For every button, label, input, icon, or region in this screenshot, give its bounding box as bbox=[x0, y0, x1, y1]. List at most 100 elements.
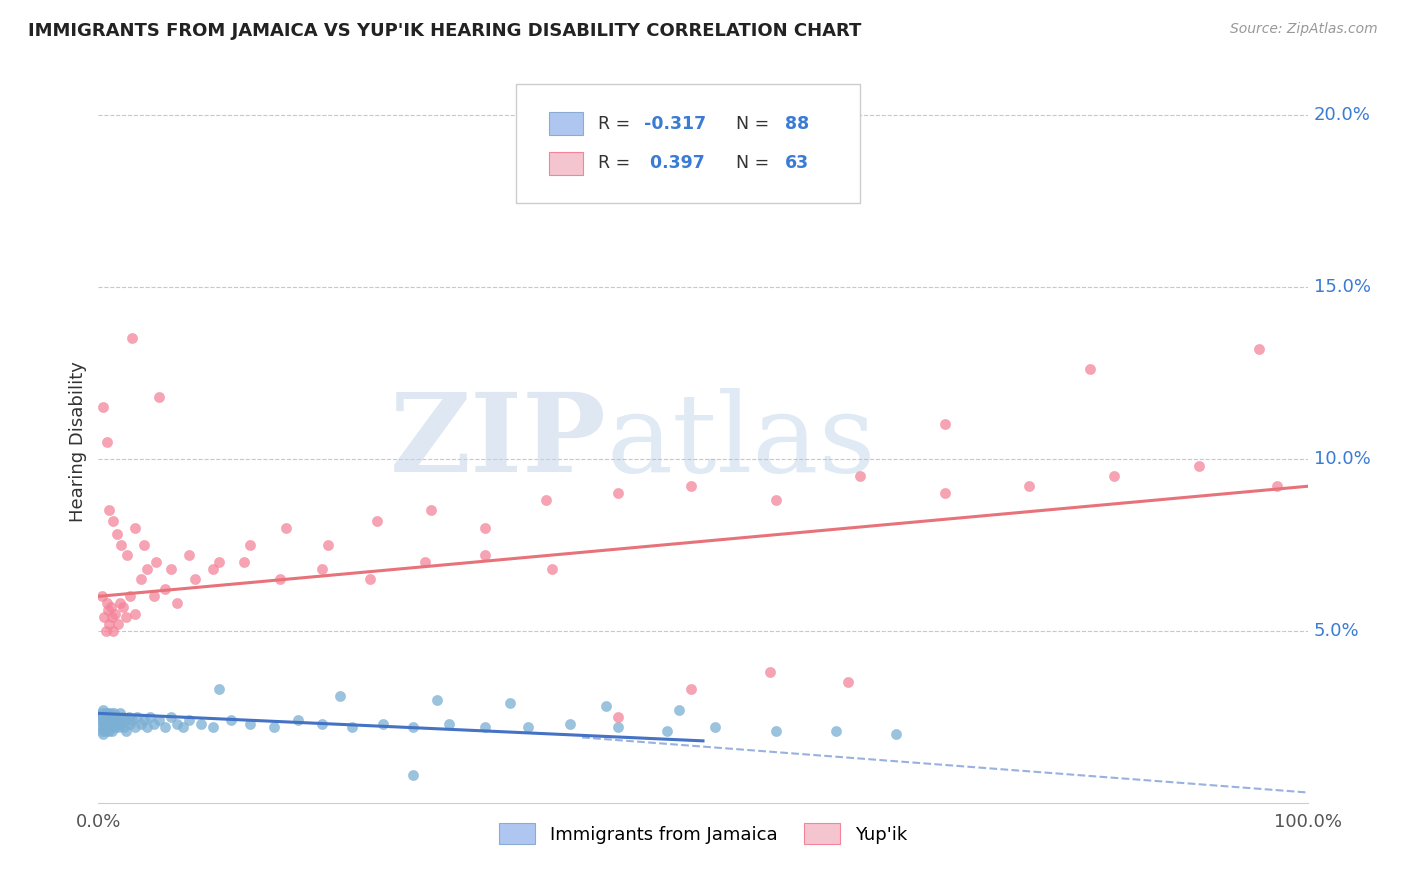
Point bbox=[540, 562, 562, 576]
Point bbox=[129, 716, 152, 731]
Point bbox=[112, 720, 135, 734]
Point bbox=[311, 716, 333, 731]
Point bbox=[94, 716, 117, 731]
Point bbox=[402, 768, 425, 782]
Point bbox=[121, 331, 143, 345]
Point bbox=[145, 555, 167, 569]
Point bbox=[153, 720, 176, 734]
Legend: Immigrants from Jamaica, Yup'ik: Immigrants from Jamaica, Yup'ik bbox=[492, 816, 914, 852]
Point bbox=[190, 716, 212, 731]
Point bbox=[114, 713, 136, 727]
Text: Source: ZipAtlas.com: Source: ZipAtlas.com bbox=[1230, 22, 1378, 37]
Point bbox=[342, 720, 364, 734]
Point bbox=[534, 493, 557, 508]
Point bbox=[371, 716, 394, 731]
Text: 20.0%: 20.0% bbox=[1313, 105, 1371, 124]
Point bbox=[118, 710, 141, 724]
Point bbox=[287, 713, 309, 727]
Point bbox=[184, 572, 207, 586]
Point bbox=[232, 555, 254, 569]
Point bbox=[108, 720, 131, 734]
Point bbox=[105, 716, 128, 731]
Text: N =: N = bbox=[724, 115, 775, 133]
Point bbox=[115, 610, 138, 624]
Point bbox=[239, 538, 262, 552]
Point bbox=[97, 603, 120, 617]
Point bbox=[98, 713, 121, 727]
Point bbox=[704, 720, 727, 734]
Point bbox=[100, 713, 122, 727]
Text: IMMIGRANTS FROM JAMAICA VS YUP'IK HEARING DISABILITY CORRELATION CHART: IMMIGRANTS FROM JAMAICA VS YUP'IK HEARIN… bbox=[28, 22, 862, 40]
Y-axis label: Hearing Disability: Hearing Disability bbox=[69, 361, 87, 522]
Point bbox=[221, 713, 243, 727]
Point bbox=[129, 572, 152, 586]
Point bbox=[498, 696, 520, 710]
Point bbox=[121, 713, 143, 727]
Point bbox=[1249, 342, 1271, 356]
Point bbox=[105, 527, 128, 541]
Point bbox=[117, 548, 139, 562]
Text: 10.0%: 10.0% bbox=[1313, 450, 1371, 467]
Point bbox=[100, 720, 122, 734]
Point bbox=[849, 469, 872, 483]
Point bbox=[765, 493, 787, 508]
Point bbox=[98, 503, 121, 517]
Text: R =: R = bbox=[598, 115, 636, 133]
Point bbox=[134, 538, 156, 552]
Point bbox=[101, 514, 124, 528]
Point bbox=[607, 486, 630, 500]
Point bbox=[437, 716, 460, 731]
Point bbox=[934, 486, 956, 500]
Point bbox=[1188, 458, 1211, 473]
Point bbox=[94, 723, 117, 738]
FancyBboxPatch shape bbox=[516, 84, 860, 203]
Point bbox=[127, 710, 149, 724]
Point bbox=[166, 716, 188, 731]
Text: ZIP: ZIP bbox=[389, 388, 606, 495]
Point bbox=[101, 710, 124, 724]
Point bbox=[118, 590, 141, 604]
Point bbox=[239, 716, 262, 731]
Point bbox=[108, 716, 131, 731]
Point bbox=[402, 720, 425, 734]
Text: 88: 88 bbox=[785, 115, 810, 133]
Point bbox=[837, 675, 859, 690]
Point bbox=[115, 723, 138, 738]
Point bbox=[97, 706, 120, 721]
Point bbox=[607, 710, 630, 724]
Point bbox=[1267, 479, 1289, 493]
Point bbox=[96, 434, 118, 449]
Point bbox=[366, 514, 388, 528]
Point bbox=[160, 562, 183, 576]
Point bbox=[93, 610, 115, 624]
Point bbox=[166, 596, 188, 610]
Point bbox=[108, 706, 131, 721]
Point bbox=[148, 713, 170, 727]
Point bbox=[93, 710, 115, 724]
Point bbox=[124, 720, 146, 734]
Point bbox=[98, 710, 121, 724]
Point bbox=[825, 723, 848, 738]
Point bbox=[886, 727, 908, 741]
Point bbox=[111, 599, 134, 614]
Point bbox=[153, 582, 176, 597]
FancyBboxPatch shape bbox=[550, 112, 583, 136]
Text: 63: 63 bbox=[785, 154, 810, 172]
Point bbox=[143, 716, 166, 731]
Point bbox=[91, 716, 114, 731]
Text: atlas: atlas bbox=[606, 388, 876, 495]
Point bbox=[118, 716, 141, 731]
Point bbox=[274, 520, 297, 534]
Point bbox=[329, 689, 352, 703]
Point bbox=[516, 720, 538, 734]
Point bbox=[208, 555, 231, 569]
Point bbox=[179, 548, 201, 562]
Point bbox=[110, 538, 132, 552]
Point bbox=[91, 706, 114, 721]
Text: N =: N = bbox=[724, 154, 775, 172]
Point bbox=[93, 720, 115, 734]
Point bbox=[269, 572, 291, 586]
Point bbox=[97, 716, 120, 731]
Point bbox=[105, 710, 128, 724]
Point bbox=[91, 713, 114, 727]
